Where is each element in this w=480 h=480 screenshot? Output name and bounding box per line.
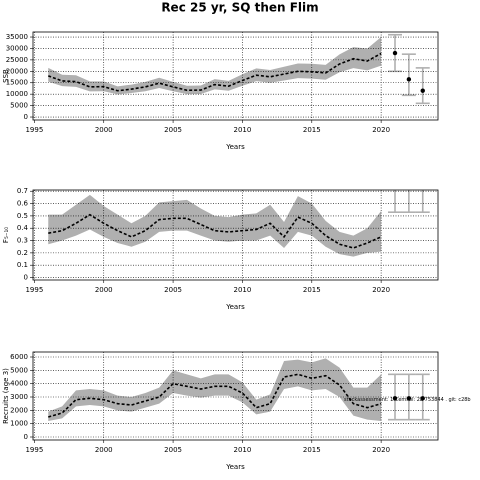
y-tick-label: 3000 bbox=[10, 393, 28, 401]
x-tick-label: 2015 bbox=[303, 126, 321, 134]
x-tick-label: 2005 bbox=[164, 446, 182, 454]
x-axis-label: Years bbox=[225, 463, 245, 471]
y-tick-label: 0.6 bbox=[17, 200, 29, 208]
y-tick-label: 6000 bbox=[10, 353, 28, 361]
plot-area bbox=[48, 358, 430, 421]
x-tick-label: 2000 bbox=[95, 126, 113, 134]
y-tick-label: 20000 bbox=[6, 67, 28, 75]
projection-point bbox=[393, 164, 397, 168]
y-axis-label: SSB bbox=[2, 69, 10, 83]
plot-area bbox=[48, 164, 430, 257]
y-axis-label: Recruits (age 3) bbox=[2, 368, 10, 424]
y-tick-label: 0.4 bbox=[17, 224, 29, 232]
y-tick-label: 15000 bbox=[6, 79, 28, 87]
projection-point bbox=[406, 396, 412, 401]
x-tick-label: 2010 bbox=[234, 446, 252, 454]
y-tick-label: 0.3 bbox=[17, 237, 28, 245]
y-tick-label: 0 bbox=[24, 113, 28, 121]
x-tick-label: 2015 bbox=[303, 286, 321, 294]
x-axis-label: Years bbox=[225, 303, 245, 311]
projection-point bbox=[392, 50, 398, 56]
axes-frame bbox=[32, 189, 439, 281]
y-tick-label: 30000 bbox=[6, 44, 28, 52]
x-tick-label: 2020 bbox=[372, 126, 390, 134]
x-tick-label: 2005 bbox=[164, 286, 182, 294]
confidence-band bbox=[48, 358, 382, 421]
x-tick-label: 2015 bbox=[303, 446, 321, 454]
y-tick-label: 25000 bbox=[6, 56, 28, 64]
y-tick-label: 0.1 bbox=[17, 261, 28, 269]
y-tick-label: 35000 bbox=[6, 33, 28, 41]
y-tick-label: 5000 bbox=[10, 102, 28, 110]
y-tick-label: 4000 bbox=[10, 380, 28, 388]
x-tick-label: 2020 bbox=[372, 286, 390, 294]
x-tick-label: 2010 bbox=[234, 126, 252, 134]
projection-point bbox=[406, 77, 412, 82]
y-axis-label: F₅₋₁₀ bbox=[2, 227, 10, 243]
x-tick-label: 1995 bbox=[25, 446, 43, 454]
annotation: stockassessment: 1.Cemsbl: 2E 753844 . g… bbox=[344, 397, 471, 403]
y-tick-label: 0.2 bbox=[17, 249, 28, 257]
x-tick-label: 2020 bbox=[372, 446, 390, 454]
x-tick-label: 1995 bbox=[25, 286, 43, 294]
projection-point bbox=[407, 164, 411, 168]
projection-point bbox=[421, 164, 425, 168]
confidence-band bbox=[48, 194, 382, 257]
y-tick-label: 0 bbox=[24, 274, 28, 282]
x-tick-label: 2010 bbox=[234, 286, 252, 294]
y-tick-label: 1000 bbox=[10, 420, 28, 428]
y-tick-label: 5000 bbox=[10, 366, 28, 374]
plot-area bbox=[47, 33, 430, 105]
y-tick-label: 0 bbox=[24, 433, 28, 441]
y-tick-label: 0.5 bbox=[17, 212, 28, 220]
x-tick-label: 1995 bbox=[25, 126, 43, 134]
y-tick-label: 0.7 bbox=[17, 187, 28, 195]
confidence-band bbox=[48, 37, 382, 95]
axes-frame bbox=[32, 351, 439, 441]
axes-frame bbox=[32, 31, 439, 121]
x-axis-label: Years bbox=[225, 143, 245, 151]
y-tick-label: 10000 bbox=[6, 90, 28, 98]
projection-point bbox=[420, 88, 425, 93]
x-tick-label: 2000 bbox=[95, 286, 113, 294]
x-tick-label: 2005 bbox=[164, 126, 182, 134]
chart-title: Rec 25 yr, SQ then Flim bbox=[161, 1, 318, 15]
y-tick-label: 2000 bbox=[10, 406, 28, 414]
x-tick-label: 2000 bbox=[95, 446, 113, 454]
estimate-line bbox=[47, 52, 382, 92]
